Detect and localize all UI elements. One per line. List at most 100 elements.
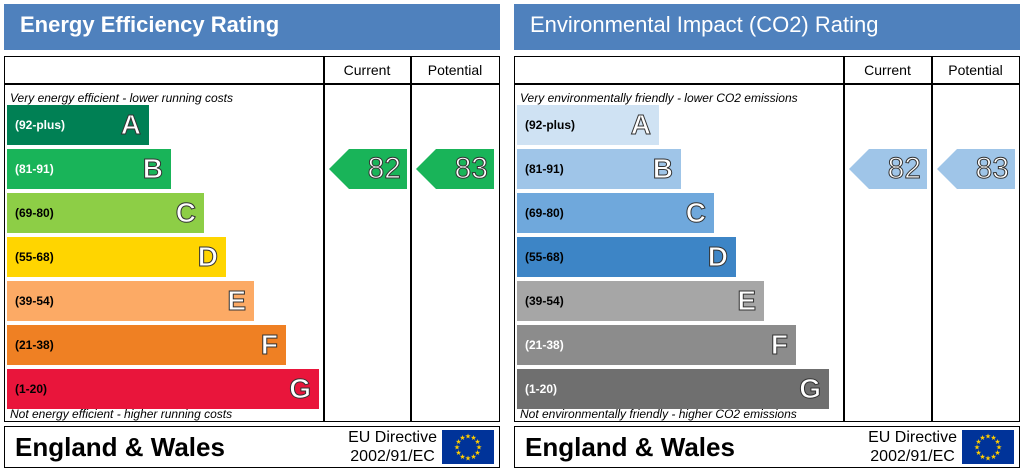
potential-rating-value: 83 [454, 152, 488, 186]
band-range-label: (39-54) [525, 294, 564, 308]
country-label: England & Wales [525, 432, 735, 462]
svg-text:★: ★ [994, 449, 1000, 457]
svg-text:★: ★ [459, 453, 465, 461]
band-e: (39-54) E [7, 281, 254, 321]
svg-text:★: ★ [974, 444, 980, 452]
bottom-note: Not energy efficient - higher running co… [10, 407, 233, 421]
eu-directive: EU Directive 2002/91/EC [348, 429, 437, 465]
energy-efficiency-panel: Energy Efficiency Rating Current Potenti… [4, 4, 500, 468]
band-range-label: (92-plus) [15, 118, 66, 132]
svg-text:★: ★ [975, 438, 981, 446]
band-d: (55-68) D [517, 237, 736, 277]
band-letter: G [799, 373, 822, 405]
band-letter: B [142, 153, 163, 185]
svg-text:★: ★ [994, 438, 1000, 446]
band-range-label: (81-91) [525, 162, 564, 176]
arrow-shape [329, 149, 407, 189]
band-range-label: (1-20) [15, 382, 48, 396]
band-range-label: (1-20) [525, 382, 558, 396]
svg-text:★: ★ [985, 455, 991, 463]
bottom-note: Not environmentally friendly - higher CO… [520, 407, 797, 421]
band-range-label: (55-68) [525, 250, 564, 264]
band-f: (21-38) F [7, 325, 286, 365]
band-letter: C [175, 197, 196, 229]
country-label: England & Wales [15, 432, 225, 462]
svg-text:★: ★ [990, 434, 996, 442]
rating-grid: Current Potential Very environmentally f… [514, 56, 1020, 422]
band-e: (39-54) E [517, 281, 764, 321]
footer: England & Wales EU Directive 2002/91/EC … [4, 426, 500, 468]
svg-text:★: ★ [470, 453, 476, 461]
current-column-header: Current [343, 62, 391, 78]
band-range-label: (55-68) [15, 250, 54, 264]
band-a: (92-plus) A [7, 105, 149, 145]
svg-text:★: ★ [979, 434, 985, 442]
svg-text:★: ★ [990, 453, 996, 461]
svg-text:★: ★ [975, 449, 981, 457]
svg-text:★: ★ [985, 433, 991, 441]
svg-text:★: ★ [465, 455, 471, 463]
band-range-label: (39-54) [15, 294, 54, 308]
svg-text:★: ★ [474, 438, 480, 446]
current-rating-arrow: 82 [849, 149, 927, 189]
footer: England & Wales EU Directive 2002/91/EC … [514, 426, 1020, 468]
arrow-shape [849, 149, 927, 189]
svg-text:★: ★ [454, 444, 460, 452]
band-range-label: (21-38) [525, 338, 564, 352]
band-letter: D [197, 241, 218, 273]
band-range-label: (69-80) [15, 206, 54, 220]
band-letter: E [737, 285, 757, 317]
svg-text:★: ★ [455, 449, 461, 457]
band-letter: C [685, 197, 706, 229]
svg-text:★: ★ [465, 433, 471, 441]
eu-flag-icon: ★ ★ ★ ★ ★ ★ ★ ★ ★ ★ ★ ★ [442, 430, 494, 464]
potential-rating-arrow: 83 [937, 149, 1015, 189]
band-g: (1-20) G [7, 369, 319, 409]
potential-column-header: Potential [427, 62, 483, 78]
svg-text:★: ★ [996, 444, 1002, 452]
band-b: (81-91) B [517, 149, 681, 189]
band-a: (92-plus) A [517, 105, 659, 145]
band-f: (21-38) F [517, 325, 796, 365]
environmental-impact-panel: Environmental Impact (CO2) Rating Curren… [514, 4, 1020, 468]
current-rating-arrow: 82 [329, 149, 407, 189]
top-note: Very environmentally friendly - lower CO… [520, 91, 798, 105]
top-note: Very energy efficient - lower running co… [10, 91, 233, 105]
svg-text:★: ★ [455, 438, 461, 446]
band-range-label: (21-38) [15, 338, 54, 352]
svg-text:★: ★ [979, 453, 985, 461]
band-range-label: (81-91) [15, 162, 54, 176]
band-letter: B [652, 153, 673, 185]
current-rating-value: 82 [367, 152, 401, 186]
svg-text:★: ★ [459, 434, 465, 442]
band-letter: A [120, 109, 141, 141]
band-letter: A [630, 109, 651, 141]
band-letter: G [289, 373, 312, 405]
band-letter: D [707, 241, 728, 273]
chart-title: Environmental Impact (CO2) Rating [514, 4, 1020, 50]
potential-column-header: Potential [948, 62, 1003, 78]
band-b: (81-91) B [7, 149, 171, 189]
band-range-label: (69-80) [525, 206, 564, 220]
svg-text:★: ★ [474, 449, 480, 457]
eu-flag-icon: ★ ★ ★ ★ ★ ★ ★ ★ ★ ★ ★ ★ [962, 430, 1014, 464]
svg-text:★: ★ [476, 444, 482, 452]
potential-rating-value: 83 [975, 152, 1009, 186]
band-letter: F [260, 329, 278, 361]
rating-grid: Current Potential Very energy efficient … [4, 56, 500, 422]
current-rating-value: 82 [887, 152, 921, 186]
band-range-label: (92-plus) [525, 118, 576, 132]
band-letter: E [227, 285, 247, 317]
svg-text:★: ★ [470, 434, 476, 442]
band-c: (69-80) C [7, 193, 204, 233]
band-g: (1-20) G [517, 369, 829, 409]
band-c: (69-80) C [517, 193, 714, 233]
arrow-shape [937, 149, 1015, 189]
band-d: (55-68) D [7, 237, 226, 277]
band-letter: F [770, 329, 788, 361]
arrow-shape [416, 149, 494, 189]
potential-rating-arrow: 83 [416, 149, 494, 189]
eu-directive: EU Directive 2002/91/EC [868, 429, 957, 465]
chart-title: Energy Efficiency Rating [4, 4, 500, 50]
current-column-header: Current [864, 62, 911, 78]
